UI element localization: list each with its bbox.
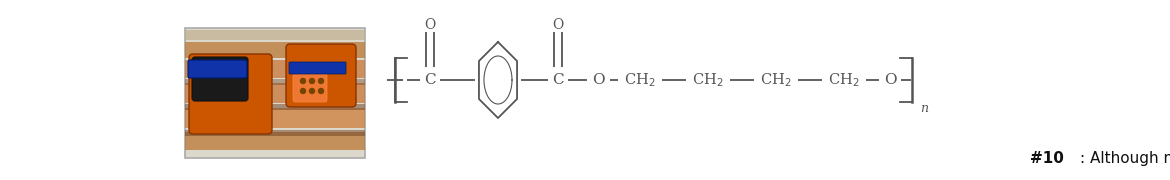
Circle shape <box>310 78 315 84</box>
Circle shape <box>318 78 323 84</box>
Bar <box>185 108 365 128</box>
Bar <box>185 130 365 136</box>
Text: CH$_2$: CH$_2$ <box>625 71 655 89</box>
Circle shape <box>318 89 323 93</box>
FancyBboxPatch shape <box>292 68 326 102</box>
Text: : Although many alkenes are readily polymerized by a free radical mechanism: : Although many alkenes are readily poly… <box>1080 151 1170 166</box>
FancyBboxPatch shape <box>192 57 248 101</box>
Text: n: n <box>920 102 928 114</box>
Text: CH$_2$: CH$_2$ <box>828 71 860 89</box>
FancyBboxPatch shape <box>190 54 271 134</box>
Text: O: O <box>552 18 564 32</box>
Text: CH$_2$: CH$_2$ <box>760 71 792 89</box>
Bar <box>185 79 365 85</box>
Text: O: O <box>425 18 435 32</box>
Bar <box>185 60 365 78</box>
Bar <box>185 104 365 110</box>
FancyBboxPatch shape <box>185 28 365 158</box>
Bar <box>185 83 365 103</box>
Circle shape <box>301 89 305 93</box>
Text: O: O <box>883 73 896 87</box>
Bar <box>185 132 365 150</box>
Circle shape <box>301 78 305 84</box>
Text: C: C <box>425 73 435 87</box>
Text: #10: #10 <box>1030 151 1064 166</box>
Bar <box>185 42 365 58</box>
Text: CH$_2$: CH$_2$ <box>693 71 724 89</box>
Text: C: C <box>552 73 564 87</box>
Bar <box>185 30 365 40</box>
FancyBboxPatch shape <box>289 62 346 74</box>
FancyBboxPatch shape <box>285 44 356 107</box>
Text: O: O <box>592 73 605 87</box>
FancyBboxPatch shape <box>188 60 247 78</box>
Circle shape <box>310 89 315 93</box>
